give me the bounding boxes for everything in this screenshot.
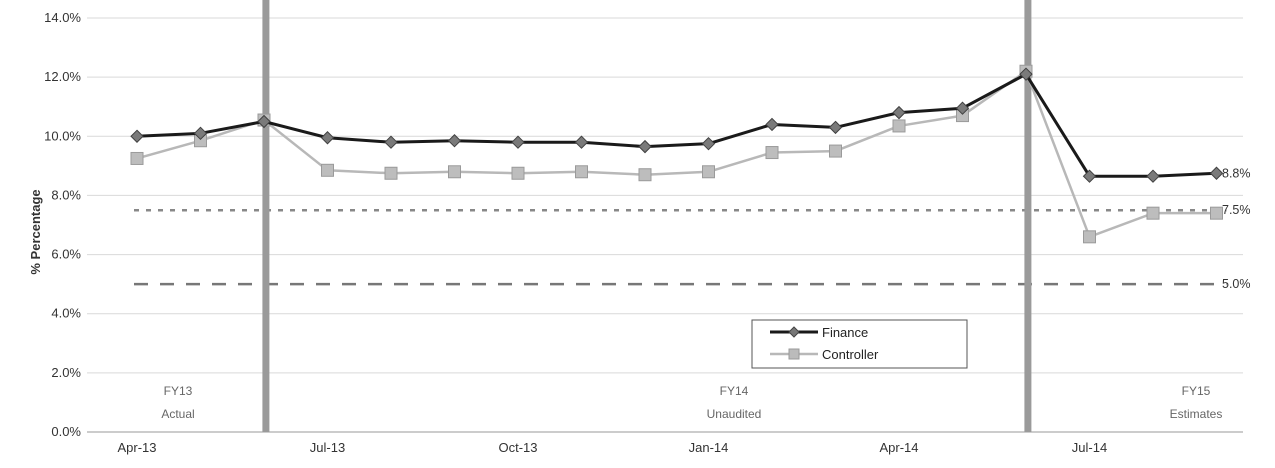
- y-tick-label: 4.0%: [51, 306, 81, 321]
- period-label-line2: Unaudited: [707, 407, 762, 421]
- y-tick-label: 12.0%: [44, 69, 81, 84]
- reference-line-label: 5.0%: [1222, 277, 1251, 291]
- x-tick-label: Jul-14: [1072, 440, 1107, 455]
- data-point-finance: [765, 117, 779, 132]
- period-label-line1: FY13: [164, 384, 193, 398]
- data-point-finance: [1082, 169, 1097, 183]
- data-point-controller: [638, 168, 652, 182]
- y-tick-label: 10.0%: [44, 128, 81, 143]
- data-point-finance: [447, 134, 462, 148]
- data-point-finance: [130, 129, 144, 143]
- data-point-finance: [892, 105, 906, 120]
- data-point-controller: [1210, 206, 1223, 220]
- data-point-finance: [828, 120, 843, 135]
- data-point-finance: [1019, 67, 1033, 81]
- data-point-finance: [320, 131, 335, 145]
- end-labels: 7.5% 5.0% 8.8%: [1222, 166, 1251, 291]
- data-point-finance: [1146, 169, 1160, 183]
- data-point-finance: [638, 139, 652, 154]
- y-tick-label: 0.0%: [51, 424, 81, 439]
- data-point-controller: [702, 165, 715, 179]
- legend-label-finance: Finance: [822, 325, 868, 340]
- data-point-controller: [321, 163, 334, 177]
- data-point-finance: [384, 135, 398, 149]
- y-tick-label: 14.0%: [44, 10, 81, 25]
- legend-label-controller: Controller: [822, 347, 879, 362]
- series-line-controller: [136, 69, 1217, 239]
- data-point-finance: [574, 135, 589, 149]
- x-tick-label: Jan-14: [689, 440, 729, 455]
- data-point-finance: [193, 126, 208, 141]
- data-point-controller: [575, 165, 588, 179]
- x-tick-label: Jul-13: [310, 440, 345, 455]
- data-point-controller: [1083, 230, 1096, 244]
- reference-line-label: 7.5%: [1222, 203, 1251, 217]
- series-end-label-finance: 8.8%: [1222, 166, 1251, 180]
- legend-box: [751, 319, 968, 369]
- data-point-finance: [511, 135, 525, 149]
- series-line-finance: [136, 72, 1217, 178]
- period-label-line2: Actual: [161, 407, 194, 421]
- data-point-controller: [130, 151, 144, 165]
- data-series: [130, 64, 1224, 244]
- legend-marker-finance: [788, 326, 800, 338]
- data-point-controller: [765, 146, 779, 160]
- series-controller: [130, 64, 1223, 244]
- data-point-finance: [257, 114, 271, 129]
- legend: Finance Controller: [751, 319, 968, 369]
- y-tick-label: 6.0%: [51, 247, 81, 262]
- data-point-controller: [384, 166, 398, 180]
- y-axis: 0.0% 2.0% 4.0% 6.0% 8.0% 10.0% 12.0% 14.0%: [44, 10, 81, 439]
- period-label-line1: FY15: [1182, 384, 1211, 398]
- data-point-finance: [1209, 166, 1224, 180]
- y-tick-label: 8.0%: [51, 187, 81, 202]
- period-label-line1: FY14: [720, 384, 749, 398]
- period-labels: FY13 Actual FY14 Unaudited FY15 Estimates: [161, 384, 1222, 421]
- y-axis-title: % Percentage: [28, 189, 43, 274]
- y-tick-label: 2.0%: [51, 365, 81, 380]
- data-point-finance: [701, 136, 716, 151]
- x-axis: Apr-13 Jul-13 Oct-13 Jan-14 Apr-14 Jul-14: [117, 440, 1107, 455]
- data-point-controller: [448, 165, 461, 179]
- x-tick-label: Oct-13: [498, 440, 537, 455]
- reference-lines: [134, 208, 1227, 286]
- gridlines: [87, 17, 1243, 433]
- x-tick-label: Apr-14: [879, 440, 918, 455]
- data-point-finance: [955, 101, 970, 115]
- data-point-controller: [511, 166, 525, 180]
- period-label-line2: Estimates: [1170, 407, 1223, 421]
- data-point-controller: [829, 144, 842, 158]
- legend-item-finance: Finance: [770, 325, 868, 340]
- data-point-controller: [1146, 206, 1160, 220]
- series-finance: [130, 67, 1224, 183]
- data-point-controller: [892, 119, 906, 133]
- x-tick-label: Apr-13: [117, 440, 156, 455]
- legend-item-controller: Controller: [770, 347, 879, 362]
- legend-marker-controller: [788, 348, 800, 360]
